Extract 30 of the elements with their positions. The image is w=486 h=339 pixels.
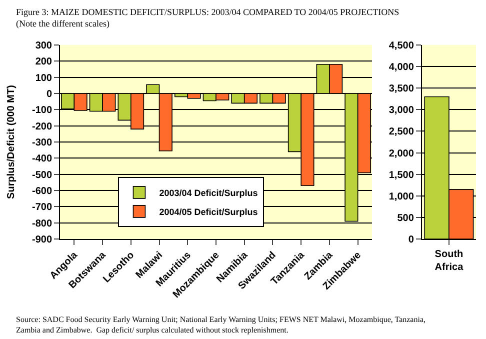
y-tick-label: -500 [32, 170, 52, 181]
chart-title: Figure 3: MAIZE DOMESTIC DEFICIT/SURPLUS: 2003/04 COMPARED TO 2004/05 PROJECTIONS [16, 7, 400, 17]
y-tick-label: 0 [408, 234, 414, 246]
y-tick-label: -100 [32, 105, 52, 116]
legend-label: 2004/05 Deficit/Surplus [159, 206, 258, 217]
y-tick-label: 0 [46, 89, 52, 100]
y-tick-label: 2,000 [388, 148, 414, 160]
y-tick-label: -700 [32, 202, 52, 214]
legend-label: 2003/04 Deficit/Surplus [159, 188, 258, 198]
y-tick-label: -800 [32, 218, 52, 230]
y-tick-label: 3,500 [388, 84, 414, 95]
y-tick-label: -600 [32, 186, 52, 197]
y-tick-label: 500 [397, 212, 414, 224]
y-tick-label: 1,000 [388, 191, 414, 202]
y-tick-label: 1,500 [388, 170, 414, 181]
y-tick-label: -900 [32, 234, 52, 246]
y-tick-label: 300 [35, 40, 52, 52]
y-tick-label: 2,500 [388, 126, 414, 138]
y-tick-label: 100 [35, 72, 52, 84]
y-axis-title: Surplus/Deficit (000 MT) [6, 85, 17, 199]
x-tick-label: South Africa [434, 249, 464, 273]
y-tick-label: 200 [35, 56, 52, 68]
chart-subtitle: (Note the different scales) [16, 18, 110, 29]
y-tick-label: -300 [32, 138, 52, 148]
y-tick-label: 4,000 [388, 62, 414, 74]
y-tick-label: 4,500 [388, 40, 414, 52]
source-note: Source: SADC Food Security Early Warning Unit; National Early Warning Units; FEWS NET Malawi, Mozambique, Tanzania, Zambia and Zimbabwe. Gap deficit/ surplus calculated without stock replenishment. [16, 315, 426, 334]
y-tick-label: -400 [32, 154, 52, 165]
y-tick-label: 3,000 [388, 105, 414, 116]
y-tick-label: -200 [32, 121, 52, 132]
